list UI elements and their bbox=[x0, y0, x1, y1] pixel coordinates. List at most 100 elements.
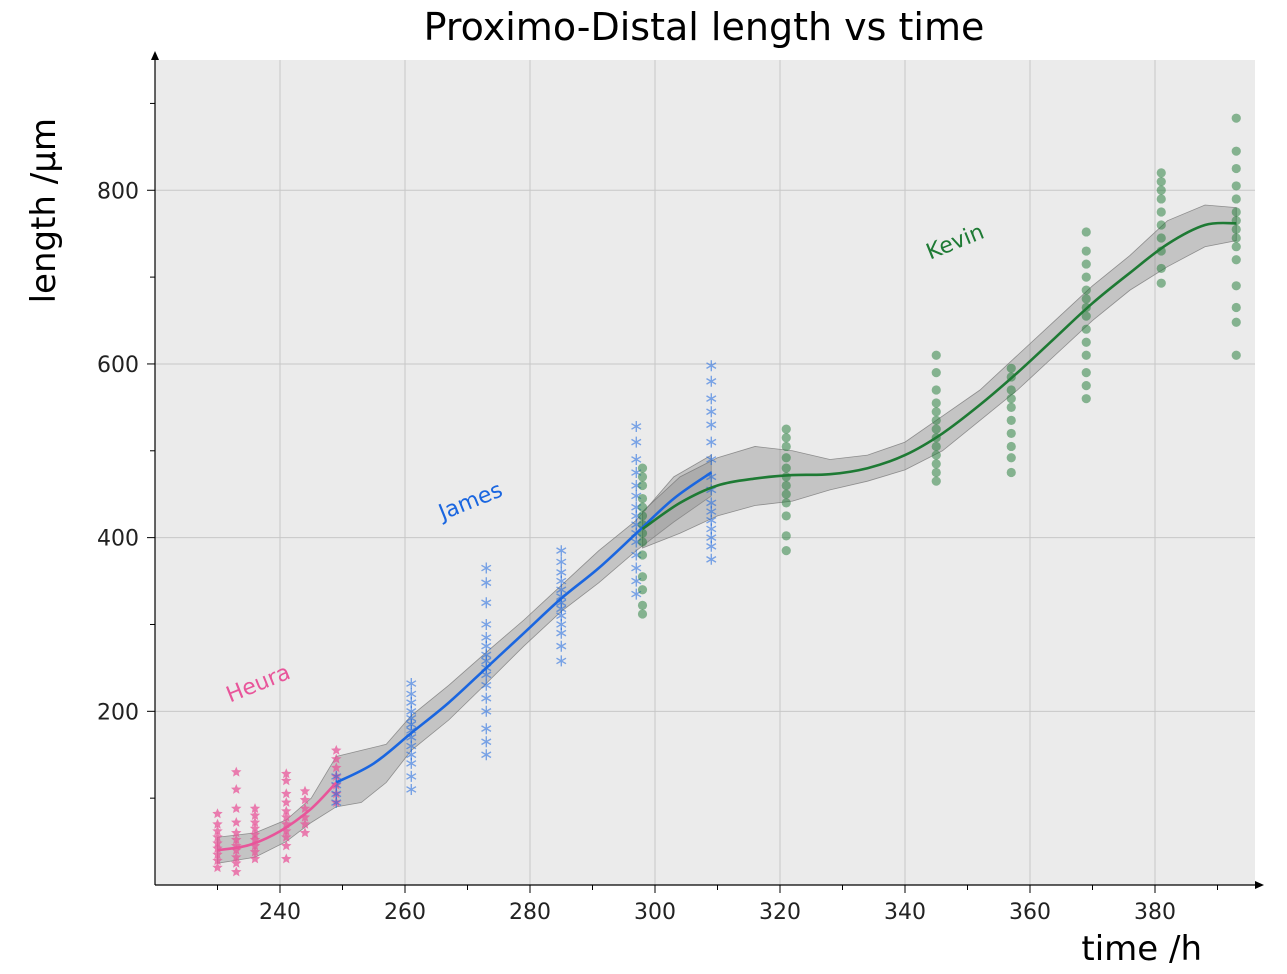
data-point-kevin bbox=[781, 441, 791, 452]
data-point-kevin bbox=[1231, 242, 1241, 252]
x-tick-label: 240 bbox=[259, 900, 301, 925]
y-tick-label: 400 bbox=[97, 527, 139, 552]
data-point-kevin bbox=[931, 368, 941, 378]
data-point-kevin bbox=[1156, 176, 1166, 187]
data-point-heura bbox=[281, 768, 292, 779]
data-point-james bbox=[481, 577, 492, 589]
data-point-heura bbox=[231, 851, 242, 862]
data-point-kevin bbox=[1156, 194, 1166, 204]
data-point-kevin bbox=[1231, 233, 1241, 243]
data-point-kevin bbox=[1006, 453, 1016, 463]
data-point-kevin bbox=[1081, 324, 1091, 334]
data-point-james bbox=[481, 749, 492, 761]
data-point-james bbox=[406, 678, 417, 689]
data-point-kevin bbox=[1081, 368, 1091, 378]
data-point-heura bbox=[212, 837, 223, 848]
data-point-james bbox=[631, 436, 642, 448]
data-point-heura bbox=[281, 831, 292, 842]
data-point-kevin bbox=[637, 585, 648, 595]
data-point-james bbox=[706, 497, 717, 509]
data-point-kevin bbox=[1006, 415, 1016, 425]
data-point-kevin bbox=[931, 450, 941, 460]
data-point-kevin bbox=[1081, 246, 1091, 256]
data-point-kevin bbox=[931, 424, 941, 434]
data-point-heura bbox=[281, 853, 292, 864]
data-point-kevin bbox=[931, 398, 941, 408]
data-point-kevin bbox=[1231, 181, 1241, 191]
data-point-kevin bbox=[781, 498, 791, 508]
data-point-kevin bbox=[781, 480, 791, 491]
data-point-heura bbox=[281, 825, 292, 836]
data-point-kevin bbox=[931, 441, 941, 452]
data-point-james bbox=[706, 360, 717, 372]
data-point-kevin bbox=[1006, 385, 1016, 395]
data-point-heura bbox=[299, 811, 311, 822]
data-point-kevin bbox=[931, 415, 941, 425]
data-point-james bbox=[406, 784, 417, 795]
data-point-kevin bbox=[1081, 294, 1091, 304]
data-point-kevin bbox=[781, 531, 791, 541]
data-point-heura bbox=[331, 744, 342, 755]
data-point-heura bbox=[249, 823, 261, 833]
data-point-kevin bbox=[1156, 168, 1166, 178]
data-point-heura bbox=[299, 827, 311, 838]
fit-line-james bbox=[335, 471, 713, 784]
data-point-kevin bbox=[781, 424, 791, 434]
data-point-james bbox=[631, 454, 642, 465]
data-point-heura bbox=[281, 805, 292, 816]
data-point-heura bbox=[231, 766, 242, 777]
data-point-kevin bbox=[781, 463, 791, 473]
data-point-heura bbox=[299, 794, 311, 805]
data-point-james bbox=[481, 597, 492, 609]
data-point-james bbox=[481, 632, 492, 643]
data-point-kevin bbox=[781, 433, 791, 443]
data-point-kevin bbox=[1156, 207, 1166, 217]
data-point-heura bbox=[249, 846, 261, 857]
data-point-heura bbox=[212, 849, 223, 860]
data-point-heura bbox=[249, 840, 261, 851]
data-point-heura bbox=[281, 797, 292, 807]
data-point-heura bbox=[212, 825, 223, 836]
data-point-james bbox=[481, 619, 492, 630]
data-point-kevin bbox=[1006, 467, 1016, 478]
data-point-james bbox=[556, 640, 567, 652]
confidence-band bbox=[217, 454, 712, 864]
plot-background bbox=[155, 60, 1255, 885]
data-point-heura bbox=[231, 817, 242, 827]
data-point-heura bbox=[212, 831, 223, 842]
data-point-heura bbox=[249, 829, 261, 840]
x-axis-arrow bbox=[1255, 881, 1264, 889]
data-point-kevin bbox=[1006, 428, 1016, 439]
data-point-heura bbox=[331, 762, 342, 773]
data-point-kevin bbox=[781, 453, 791, 463]
data-point-heura bbox=[299, 785, 311, 796]
data-point-kevin bbox=[1231, 281, 1241, 291]
data-point-kevin bbox=[781, 511, 791, 521]
data-point-heura bbox=[281, 811, 292, 822]
data-point-kevin bbox=[1231, 255, 1241, 265]
data-point-james bbox=[481, 692, 492, 704]
data-point-kevin bbox=[1156, 263, 1166, 274]
data-point-heura bbox=[231, 827, 242, 838]
data-point-kevin bbox=[1081, 337, 1091, 347]
data-point-kevin bbox=[1006, 441, 1016, 452]
data-point-kevin bbox=[1231, 302, 1241, 313]
data-point-james bbox=[406, 688, 417, 700]
data-point-kevin bbox=[931, 459, 941, 469]
data-point-james bbox=[556, 545, 567, 557]
data-point-james bbox=[706, 393, 717, 405]
data-point-kevin bbox=[1006, 363, 1016, 373]
data-point-heura bbox=[231, 866, 242, 877]
data-point-kevin bbox=[1081, 311, 1091, 321]
x-tick-label: 260 bbox=[384, 900, 426, 925]
data-point-heura bbox=[249, 803, 261, 813]
data-point-kevin bbox=[931, 407, 941, 417]
data-point-james bbox=[706, 419, 717, 431]
data-point-heura bbox=[212, 862, 223, 873]
data-point-heura bbox=[212, 808, 223, 819]
data-point-james bbox=[331, 770, 342, 782]
data-point-kevin bbox=[1231, 207, 1241, 217]
data-point-kevin bbox=[637, 472, 648, 482]
data-point-kevin bbox=[1231, 146, 1241, 156]
data-point-james bbox=[481, 562, 492, 574]
